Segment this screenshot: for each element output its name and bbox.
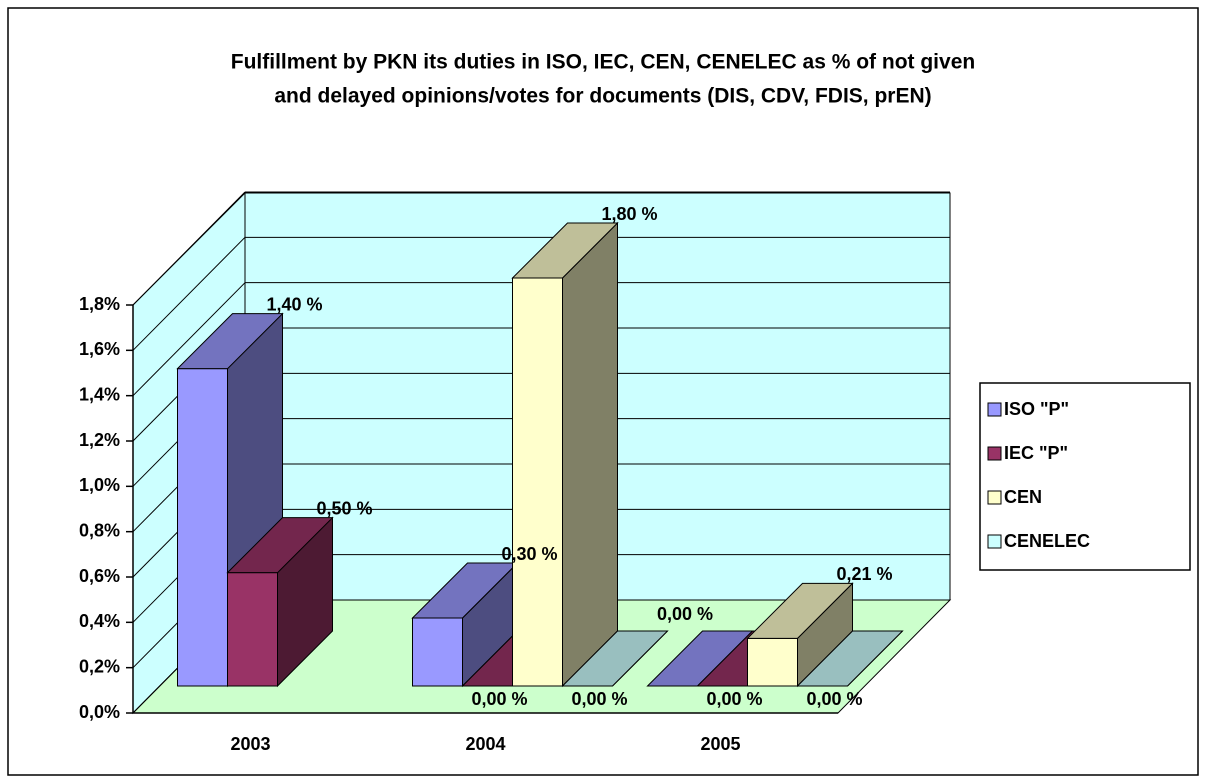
bars — [176, 221, 904, 688]
data-label: 0,50 % — [316, 498, 372, 518]
bar-top — [511, 222, 619, 279]
bar — [512, 277, 563, 687]
legend-label: IEC "P" — [1004, 443, 1068, 463]
legend-label: CEN — [1004, 487, 1042, 507]
x-tick-label: 2003 — [230, 734, 270, 754]
data-label: 1,40 % — [266, 294, 322, 314]
chart-title: Fulfillment by PKN its duties in ISO, IE… — [231, 51, 975, 74]
legend-swatch — [987, 446, 1002, 461]
grid-line — [132, 282, 246, 397]
y-tick-label: 1,4% — [79, 384, 120, 404]
bar — [177, 368, 228, 687]
x-tick-label: 2005 — [700, 734, 740, 754]
y-tick-label: 0,6% — [79, 566, 120, 586]
y-tick-label: 1,8% — [79, 294, 120, 314]
legend-swatch — [987, 490, 1002, 505]
data-label: 0,21 % — [836, 564, 892, 584]
legend-swatch — [987, 402, 1002, 417]
grid-line — [132, 236, 246, 351]
y-tick-label: 1,6% — [79, 339, 120, 359]
bar-top — [796, 630, 904, 687]
grid-line — [132, 191, 246, 306]
y-tick-label: 0,8% — [79, 520, 120, 540]
bar-top — [561, 630, 669, 687]
bar-top — [746, 582, 854, 639]
bar-top — [176, 313, 284, 370]
bar — [747, 637, 798, 687]
data-label: 0,00 % — [806, 689, 862, 709]
y-tick-label: 1,2% — [79, 430, 120, 450]
data-label: 1,80 % — [601, 204, 657, 224]
chart-title: and delayed opinions/votes for documents… — [274, 85, 931, 108]
legend-swatch — [987, 534, 1002, 549]
y-tick-label: 0,4% — [79, 611, 120, 631]
data-label: 0,00 % — [657, 604, 713, 624]
data-label: 0,30 % — [501, 544, 557, 564]
data-label: 0,00 % — [706, 689, 762, 709]
legend-label: CENELEC — [1004, 531, 1090, 551]
bar — [412, 617, 463, 687]
bar-side — [562, 221, 618, 688]
y-tick-label: 0,2% — [79, 656, 120, 676]
x-tick-label: 2004 — [465, 734, 505, 754]
y-tick-label: 0,0% — [79, 702, 120, 722]
data-label: 0,00 % — [471, 689, 527, 709]
legend-label: ISO "P" — [1004, 399, 1069, 419]
y-tick-label: 1,0% — [79, 475, 120, 495]
data-label: 0,00 % — [571, 689, 627, 709]
bar — [227, 572, 278, 687]
legend — [979, 382, 1191, 571]
bar-top — [226, 517, 334, 574]
